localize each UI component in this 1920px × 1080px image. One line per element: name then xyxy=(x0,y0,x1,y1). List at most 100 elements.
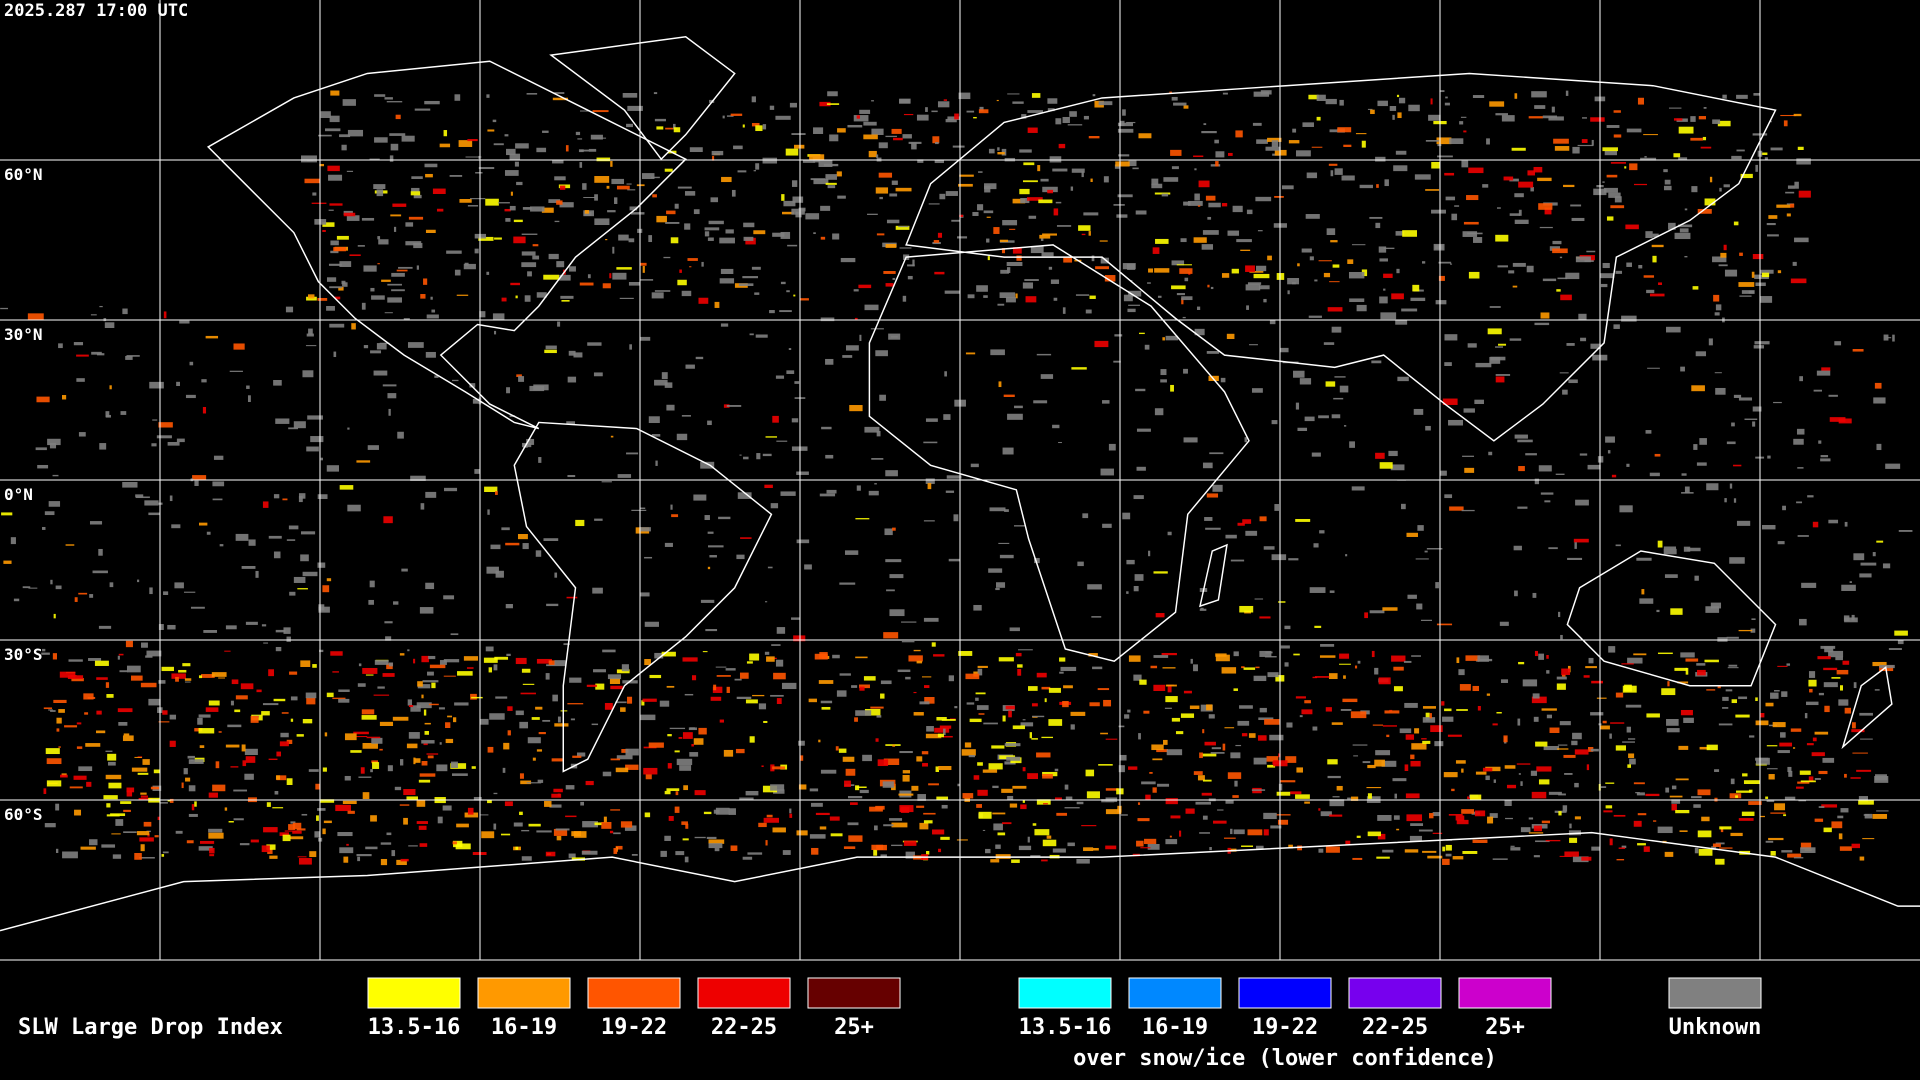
cloud-patch xyxy=(1520,781,1523,786)
cloud-patch xyxy=(957,236,968,239)
cloud-patch xyxy=(1227,152,1233,156)
cloud-patch xyxy=(1292,128,1297,133)
cloud-patch xyxy=(330,250,339,254)
cloud-patch xyxy=(908,655,923,662)
cloud-patch xyxy=(1462,850,1478,854)
cloud-patch xyxy=(1726,636,1739,639)
cloud-patch xyxy=(1320,644,1335,647)
cloud-patch xyxy=(1751,271,1755,278)
cloud-patch xyxy=(318,604,325,611)
cloud-patch xyxy=(983,295,988,298)
cloud-patch xyxy=(1279,347,1289,353)
cloud-patch xyxy=(414,758,421,763)
cloud-patch xyxy=(1181,296,1193,301)
cloud-patch xyxy=(825,182,837,185)
cloud-patch xyxy=(946,475,962,479)
cloud-patch xyxy=(13,598,20,602)
cloud-patch xyxy=(403,318,410,321)
cloud-patch xyxy=(1474,399,1484,405)
cloud-patch xyxy=(394,786,402,791)
cloud-patch xyxy=(1768,774,1775,780)
cloud-patch xyxy=(786,370,795,374)
cloud-patch xyxy=(1760,815,1765,818)
cloud-patch xyxy=(883,758,900,765)
cloud-patch xyxy=(426,753,439,755)
cloud-patch xyxy=(1558,793,1566,796)
cloud-patch xyxy=(1649,472,1660,477)
cloud-patch xyxy=(106,814,120,817)
cloud-patch xyxy=(791,208,805,215)
cloud-patch xyxy=(493,143,504,146)
cloud-patch xyxy=(244,773,254,780)
cloud-patch xyxy=(1533,716,1539,722)
cloud-patch xyxy=(1126,121,1136,124)
cloud-patch xyxy=(1572,146,1580,154)
cloud-patch xyxy=(1393,165,1408,172)
cloud-patch xyxy=(1327,759,1338,765)
cloud-patch xyxy=(871,128,884,135)
cloud-patch xyxy=(1249,270,1264,273)
cloud-patch xyxy=(1722,707,1729,709)
cloud-patch xyxy=(1813,389,1823,392)
cloud-patch xyxy=(1036,353,1052,356)
cloud-patch xyxy=(829,816,840,821)
cloud-patch xyxy=(868,490,879,496)
cloud-patch xyxy=(755,334,768,338)
cloud-patch xyxy=(286,778,293,785)
cloud-patch xyxy=(673,123,676,130)
cloud-patch xyxy=(858,284,872,289)
cloud-patch xyxy=(1801,582,1817,588)
cloud-patch xyxy=(1678,224,1693,228)
cloud-patch xyxy=(53,699,67,704)
cloud-patch xyxy=(826,489,837,494)
cloud-patch xyxy=(1241,733,1248,737)
cloud-patch xyxy=(714,848,720,852)
cloud-patch xyxy=(184,681,191,683)
cloud-patch xyxy=(1224,727,1235,729)
cloud-patch xyxy=(1692,286,1699,290)
cloud-patch xyxy=(276,751,282,757)
cloud-patch xyxy=(988,148,995,154)
cloud-patch xyxy=(966,702,975,705)
cloud-patch xyxy=(1573,538,1589,543)
cloud-patch xyxy=(1331,326,1342,333)
cloud-patch xyxy=(1277,819,1289,825)
cloud-patch xyxy=(811,847,819,855)
cloud-patch xyxy=(1600,786,1607,788)
cloud-patch xyxy=(1668,107,1682,109)
cloud-patch xyxy=(99,305,103,308)
cloud-patch xyxy=(532,255,540,260)
cloud-patch xyxy=(1087,584,1102,590)
cloud-patch xyxy=(358,663,362,667)
cloud-patch xyxy=(356,460,371,463)
cloud-patch xyxy=(1647,367,1660,369)
cloud-patch xyxy=(610,685,623,690)
cloud-patch xyxy=(198,728,215,734)
cloud-patch xyxy=(1678,157,1688,161)
cloud-patch xyxy=(1773,401,1782,404)
cloud-patch xyxy=(1605,436,1615,443)
cloud-patch xyxy=(230,700,234,706)
cloud-patch xyxy=(471,696,483,699)
cloud-patch xyxy=(708,220,724,225)
cloud-patch xyxy=(396,269,408,272)
cloud-patch xyxy=(1336,785,1343,791)
cloud-patch xyxy=(1486,693,1491,696)
cloud-patch xyxy=(615,845,623,850)
cloud-patch xyxy=(1509,338,1522,341)
cloud-patch xyxy=(1342,698,1358,703)
cloud-patch xyxy=(146,650,162,657)
cloud-patch xyxy=(805,213,820,220)
cloud-patch xyxy=(1089,702,1100,707)
cloud-patch xyxy=(916,805,925,808)
cloud-patch xyxy=(902,774,910,782)
cloud-patch xyxy=(346,215,360,221)
cloud-patch xyxy=(913,691,917,694)
cloud-patch xyxy=(1558,811,1562,816)
cloud-patch xyxy=(1706,689,1716,691)
cloud-patch xyxy=(1167,531,1172,536)
cloud-patch xyxy=(48,709,53,711)
cloud-patch xyxy=(685,823,689,829)
cloud-patch xyxy=(526,93,538,95)
cloud-patch xyxy=(1058,441,1062,444)
